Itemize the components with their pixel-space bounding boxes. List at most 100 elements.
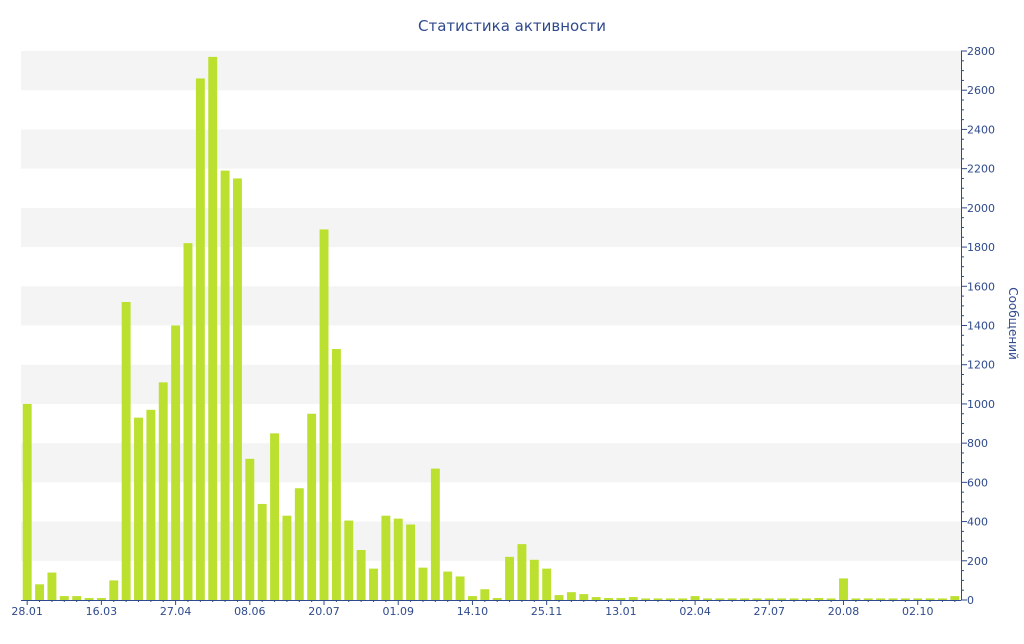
y-tick-label: 400 xyxy=(967,516,988,529)
bar xyxy=(480,589,490,600)
bar xyxy=(331,349,341,600)
bar xyxy=(591,597,601,600)
x-tick-label: 08.06 xyxy=(234,605,266,618)
bar xyxy=(888,598,898,600)
bar xyxy=(900,598,910,600)
bar xyxy=(418,567,428,600)
bar xyxy=(554,595,564,600)
bar xyxy=(715,598,725,600)
x-tick-label: 27.04 xyxy=(160,605,192,618)
bar xyxy=(529,559,539,600)
bar xyxy=(678,598,688,600)
bar xyxy=(604,598,613,600)
x-tick-label: 02.10 xyxy=(902,605,934,618)
bar xyxy=(641,598,651,600)
bar xyxy=(121,301,131,600)
bar xyxy=(752,598,762,600)
bar xyxy=(851,598,861,600)
bar xyxy=(455,576,465,600)
y-tick-label: 2400 xyxy=(967,123,995,136)
bar xyxy=(950,596,960,600)
bar xyxy=(319,229,329,601)
bar xyxy=(566,592,576,600)
grid-band xyxy=(21,207,961,248)
axes: 0 200 400 600 800 1000 1200 1400 1600 1800 2000 220… xyxy=(11,45,995,618)
bar xyxy=(35,584,45,600)
bar-series xyxy=(22,56,960,601)
bar xyxy=(208,56,218,600)
grid-band xyxy=(21,51,961,91)
x-tick-label: 27.07 xyxy=(754,605,786,618)
bar xyxy=(826,598,836,600)
y-tick-label: 1200 xyxy=(967,359,995,372)
bar xyxy=(616,598,626,600)
bar xyxy=(47,572,57,600)
bar xyxy=(653,598,663,600)
bar xyxy=(183,243,193,600)
bar xyxy=(430,468,440,600)
bar xyxy=(727,598,737,600)
y-tick-label: 2800 xyxy=(967,45,995,58)
x-tick-label: 28.01 xyxy=(11,605,43,618)
bar xyxy=(84,598,94,600)
x-tick-label: 13.01 xyxy=(605,605,637,618)
y-axis-label: Сообщений xyxy=(1006,287,1020,360)
bar xyxy=(665,598,675,600)
bar xyxy=(702,598,712,600)
bar xyxy=(505,556,515,600)
bar xyxy=(96,598,106,600)
bar xyxy=(839,578,848,600)
bar xyxy=(628,597,638,600)
bar xyxy=(232,178,242,600)
grid-band xyxy=(21,286,961,326)
bar xyxy=(195,78,205,600)
bar xyxy=(22,403,32,600)
x-tick-label: 14.10 xyxy=(457,605,489,618)
bar xyxy=(937,598,947,600)
y-tick-label: 600 xyxy=(967,476,988,489)
grid-bands xyxy=(21,51,961,561)
bar xyxy=(579,594,589,600)
y-tick-label: 1400 xyxy=(967,320,995,333)
x-tick-label: 02.04 xyxy=(679,605,711,618)
y-tick-label: 200 xyxy=(967,555,988,568)
x-tick-label: 01.09 xyxy=(382,605,414,618)
bar xyxy=(171,325,181,600)
y-tick-label: 2200 xyxy=(967,163,995,176)
grid-band xyxy=(21,129,961,169)
bar xyxy=(146,409,156,600)
y-tick-label: 1600 xyxy=(967,280,995,293)
bar xyxy=(59,596,69,600)
bar xyxy=(307,413,317,600)
bar xyxy=(270,433,280,600)
bar xyxy=(764,598,774,600)
chart-title: Статистика активности xyxy=(418,17,606,35)
bar xyxy=(740,598,750,600)
bar xyxy=(467,596,477,600)
bar xyxy=(801,598,811,600)
y-tick-label: 0 xyxy=(967,594,974,607)
x-tick-label: 20.07 xyxy=(308,605,340,618)
x-tick-label: 16.03 xyxy=(86,605,118,618)
bar xyxy=(913,598,923,600)
y-tick-label: 1800 xyxy=(967,241,995,254)
bar xyxy=(492,598,502,600)
bar xyxy=(344,520,354,600)
y-tick-label: 2600 xyxy=(967,84,995,97)
y-tick-label: 2000 xyxy=(967,202,995,215)
x-tick-label: 20.08 xyxy=(828,605,860,618)
bar xyxy=(220,170,230,600)
bar xyxy=(406,524,416,600)
x-tick-label: 25.11 xyxy=(531,605,563,618)
bar xyxy=(777,598,787,600)
bar xyxy=(393,518,403,600)
bar xyxy=(356,550,366,600)
bar xyxy=(245,458,255,600)
y-tick-label: 1000 xyxy=(967,398,995,411)
bar xyxy=(925,598,935,600)
bar xyxy=(876,598,886,600)
bar xyxy=(369,568,378,600)
bar xyxy=(72,596,82,600)
